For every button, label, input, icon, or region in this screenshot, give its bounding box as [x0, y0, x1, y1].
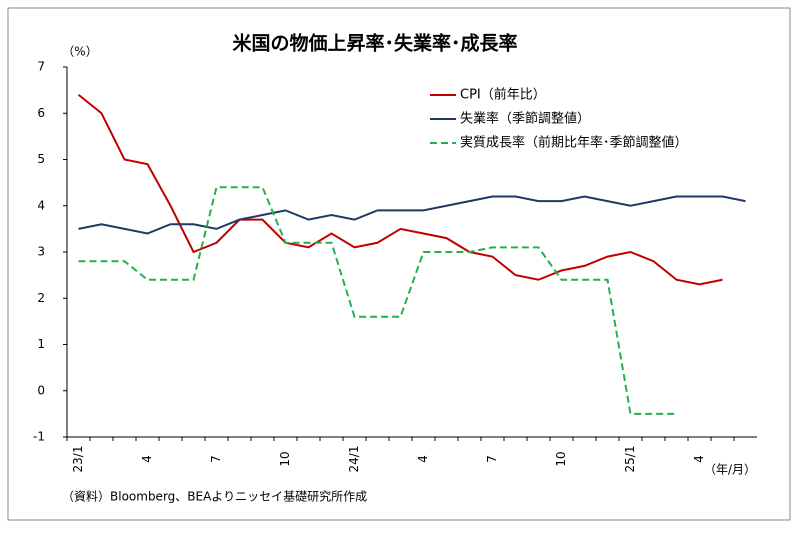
x-tick-label: 4 — [692, 455, 706, 463]
x-axis-label: （年/月） — [704, 463, 756, 477]
series-line — [78, 195, 746, 235]
y-tick-label: 2 — [37, 291, 45, 305]
frame — [7, 7, 791, 521]
y-tick-label: 4 — [37, 198, 45, 212]
y-tick-label: 7 — [37, 60, 45, 74]
y-tick-label: -1 — [33, 430, 45, 444]
series-line — [77, 93, 723, 286]
x-tick-label: 10 — [554, 451, 568, 466]
chart-title: 米国の物価上昇率･失業率･成長率 — [232, 32, 517, 55]
x-tick-label: 7 — [485, 455, 499, 463]
x-tick-label: 25/1 — [623, 446, 637, 473]
x-tick-label: 4 — [140, 455, 154, 463]
y-tick-label: 5 — [37, 152, 45, 166]
x-tick-label: 23/1 — [71, 446, 85, 473]
y-tick-label: 3 — [37, 245, 45, 259]
series-line — [78, 186, 677, 415]
x-tick-label: 10 — [278, 451, 292, 466]
y-tick-label: 1 — [37, 337, 45, 351]
source: （資料）Bloomberg、BEAよりニッセイ基礎研究所作成 — [62, 489, 367, 504]
y-tick-label: 0 — [37, 383, 45, 397]
x-tick-label: 4 — [416, 455, 430, 463]
legend-label: CPI（前年比） — [460, 87, 546, 103]
x-tick-label: 7 — [209, 455, 223, 463]
y-axis-label: （%） — [62, 45, 97, 59]
x-tick-label: 24/1 — [347, 446, 361, 473]
y-tick-label: 6 — [37, 106, 45, 120]
legend-label: 失業率（季節調整値） — [460, 111, 590, 127]
legend-label: 実質成長率（前期比年率･季節調整値） — [460, 135, 688, 151]
